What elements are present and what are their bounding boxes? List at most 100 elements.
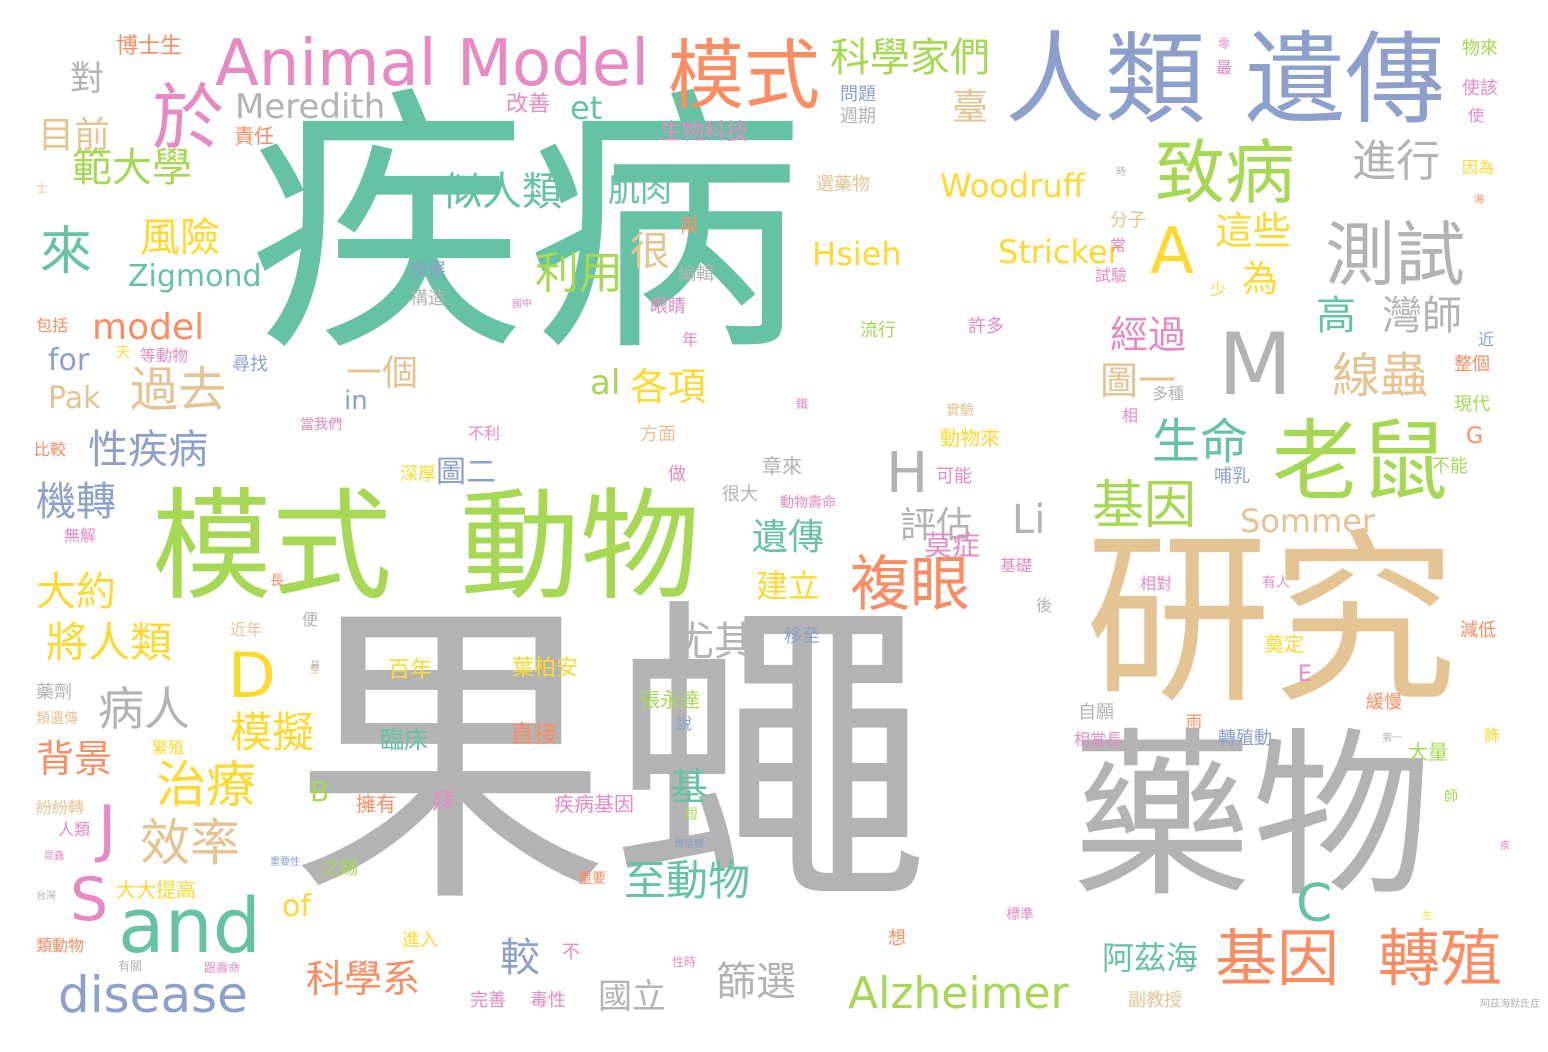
cloud-word: 肌肉	[608, 171, 673, 209]
cloud-word: Hsieh	[812, 235, 902, 273]
cloud-word: Pak	[48, 381, 101, 416]
cloud-word: 台灣	[36, 891, 56, 902]
cloud-word: 海	[1474, 195, 1484, 206]
cloud-word: 易	[310, 661, 320, 672]
cloud-word: 很	[630, 229, 670, 275]
cloud-word: 基礎	[1000, 556, 1033, 575]
cloud-word: 當我們	[300, 417, 342, 433]
cloud-word: 擁有	[356, 792, 396, 816]
cloud-word: 使	[1468, 106, 1485, 125]
cloud-word: 圖一	[1100, 359, 1177, 403]
cloud-word: 一個	[346, 353, 419, 394]
cloud-word: 飾	[1484, 726, 1501, 745]
cloud-word: 範大學	[72, 145, 192, 191]
cloud-word: 拜	[432, 790, 455, 815]
cloud-word: 治療	[156, 756, 256, 814]
cloud-word: 阿茲海默氏症	[1480, 999, 1540, 1010]
cloud-word: Meredith	[235, 87, 386, 127]
cloud-word: 性疾病	[88, 427, 208, 473]
cloud-word: 臺	[952, 87, 989, 128]
cloud-word: 奠定	[1264, 632, 1304, 656]
cloud-word: 來	[40, 222, 93, 282]
cloud-word: 有人	[1262, 575, 1290, 591]
cloud-word: 自願	[1078, 702, 1114, 723]
cloud-word: 章來	[762, 454, 802, 478]
cloud-word: 流行	[860, 320, 896, 341]
cloud-word: 基	[670, 765, 709, 809]
cloud-word: 做	[668, 464, 686, 485]
cloud-word: 人類	[58, 820, 91, 839]
cloud-word: 現代	[1454, 394, 1490, 415]
cloud-word: 建立	[756, 567, 821, 605]
cloud-word: E	[1298, 662, 1312, 687]
cloud-word: 標準	[1006, 907, 1034, 923]
cloud-word: 相對	[1140, 574, 1173, 593]
cloud-word: 副教授	[1128, 990, 1182, 1011]
cloud-word: 科學家們	[830, 35, 990, 81]
cloud-word: of	[282, 889, 311, 924]
cloud-word: 疾病	[248, 65, 804, 389]
cloud-word: 高	[1316, 293, 1356, 339]
cloud-word: 大大提高	[116, 878, 196, 902]
cloud-word: 問題	[840, 84, 876, 105]
cloud-word: 之賜	[322, 858, 358, 879]
cloud-word: 最	[1216, 58, 1233, 77]
cloud-word: 百年	[388, 658, 433, 683]
cloud-word: 緩慢	[1366, 692, 1402, 713]
cloud-word: 至動物	[624, 856, 751, 905]
cloud-word: 生	[1422, 911, 1432, 922]
cloud-word: 繁殖	[152, 738, 185, 757]
cloud-word: 可能	[936, 466, 972, 487]
cloud-word: 天	[116, 345, 130, 361]
cloud-word: 許多	[968, 316, 1004, 337]
cloud-word: 分子	[1110, 210, 1146, 231]
cloud-word: al	[590, 363, 621, 403]
cloud-word: 評估	[900, 505, 973, 546]
cloud-word: 鐵	[796, 397, 809, 411]
cloud-word: 因為	[1462, 158, 1495, 177]
cloud-word: 效率	[140, 814, 240, 872]
cloud-word: 臨床	[380, 726, 428, 754]
cloud-word: 責任	[234, 124, 274, 148]
cloud-word: 老鼠	[1272, 410, 1449, 513]
cloud-word: 士	[36, 181, 49, 195]
cloud-word: 編輯	[678, 264, 714, 285]
cloud-word: 第一	[1382, 733, 1402, 744]
cloud-word: 等動物	[140, 346, 189, 365]
cloud-word: B	[310, 775, 330, 808]
cloud-word: 類遺傳	[36, 711, 78, 727]
cloud-word: Zigmond	[128, 259, 262, 294]
cloud-word: 相當長	[1074, 730, 1123, 749]
cloud-word: 方面	[640, 424, 676, 445]
cloud-word: J	[98, 792, 117, 865]
cloud-word: 便	[302, 610, 319, 629]
cloud-word: 不	[562, 942, 580, 963]
cloud-word: 基因	[1092, 476, 1197, 536]
cloud-word: 模式	[668, 31, 820, 120]
cloud-word: 疾	[1500, 841, 1510, 852]
cloud-word: 似人類	[442, 169, 562, 215]
cloud-word: 有關	[118, 959, 143, 973]
cloud-word: 年	[682, 330, 699, 349]
cloud-word: 將人類	[46, 618, 173, 667]
cloud-word: et	[570, 89, 603, 127]
cloud-word: 基因	[1215, 922, 1340, 995]
cloud-word: 動物	[460, 478, 700, 617]
cloud-word: 常	[1110, 236, 1127, 255]
cloud-word: for	[48, 343, 90, 378]
cloud-word: 生命	[1152, 414, 1249, 470]
cloud-word: 直接	[510, 720, 558, 748]
cloud-word: Animal Model	[215, 27, 649, 101]
cloud-word: 深厚	[400, 464, 436, 485]
cloud-word: 少	[1210, 280, 1227, 299]
cloud-word: 近年	[230, 620, 263, 639]
cloud-word: 研究	[1085, 512, 1458, 729]
cloud-word: 移至	[784, 626, 820, 647]
cloud-word: C	[1296, 874, 1333, 934]
cloud-word: 性時	[672, 955, 697, 969]
cloud-word: 使該	[1462, 78, 1498, 99]
cloud-word: 各項	[630, 365, 707, 409]
cloud-word: 動物來	[940, 426, 1000, 450]
cloud-word: 構造	[410, 288, 446, 309]
cloud-word: 這些	[1215, 209, 1292, 253]
